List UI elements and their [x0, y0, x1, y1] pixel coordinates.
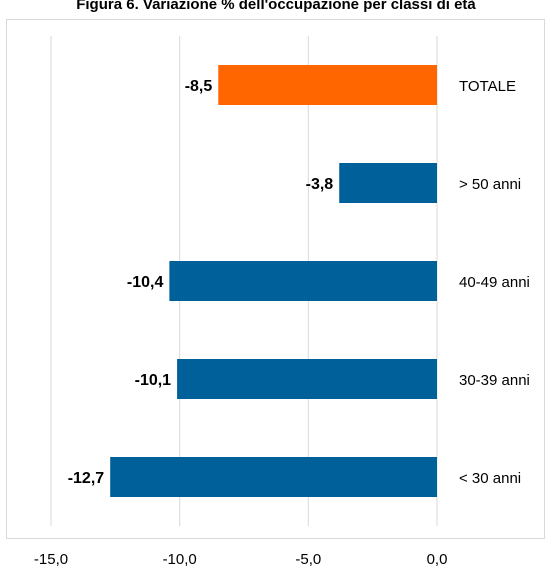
bar: [218, 65, 437, 105]
category-label: < 30 anni: [459, 470, 521, 487]
bar: [177, 359, 438, 399]
x-tick-label: -5,0: [295, 551, 321, 568]
category-label: 30-39 anni: [459, 372, 530, 389]
data-label: -10,1: [135, 372, 172, 389]
category-label: > 50 anni: [459, 176, 521, 193]
data-label: -8,5: [185, 78, 213, 95]
x-tick-label: -10,0: [163, 551, 197, 568]
data-label: -10,4: [127, 274, 164, 291]
category-label: TOTALE: [459, 78, 516, 95]
x-tick-label: -15,0: [34, 551, 68, 568]
bar: [110, 457, 437, 497]
chart-title: Figura 6. Variazione % dell'occupazione …: [76, 0, 476, 13]
bar: [339, 163, 437, 203]
bar: [169, 261, 437, 301]
x-tick-label: 0,0: [427, 551, 448, 568]
category-label: 40-49 anni: [459, 274, 530, 291]
chart-frame: [6, 19, 545, 539]
data-label: -3,8: [306, 176, 334, 193]
data-label: -12,7: [68, 470, 105, 487]
